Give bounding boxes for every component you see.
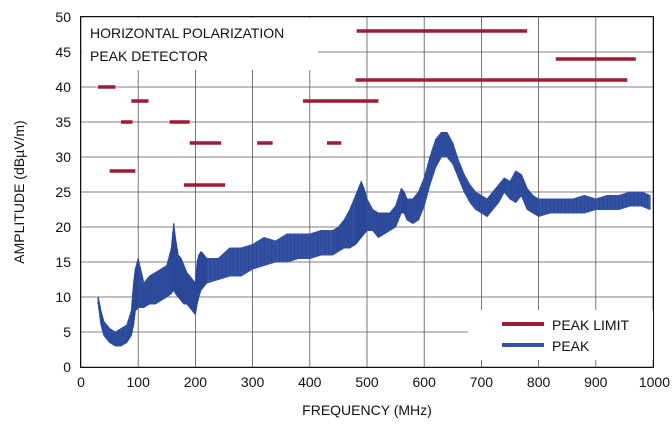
legend-label-peak: PEAK	[552, 338, 590, 354]
x-tick-label: 300	[241, 374, 265, 390]
series-peak-limit	[98, 29, 636, 187]
y-tick-label: 20	[55, 219, 71, 235]
y-tick-labels: 0 5 10 15 20 25 30 35 40 45 50	[55, 9, 71, 375]
y-tick-label: 40	[55, 79, 71, 95]
y-tick-label: 25	[55, 184, 71, 200]
x-tick-label: 1000	[639, 374, 670, 390]
y-tick-label: 30	[55, 149, 71, 165]
y-tick-label: 5	[63, 324, 71, 340]
plot-frame	[80, 16, 654, 368]
annotation-box	[82, 18, 318, 70]
x-tick-label: 900	[584, 374, 608, 390]
x-tick-label: 700	[470, 374, 494, 390]
series-peak	[97, 132, 651, 347]
y-tick-label: 50	[55, 9, 71, 25]
y-tick-label: 0	[63, 359, 71, 375]
y-tick-label: 10	[55, 289, 71, 305]
annotation-line-2: PEAK DETECTOR	[90, 48, 208, 64]
y-axis-label: AMPLITUDE (dBµV/m)	[11, 120, 27, 263]
legend-label-peak-limit: PEAK LIMIT	[552, 317, 629, 333]
legend-box	[468, 310, 654, 360]
x-tick-label: 600	[413, 374, 437, 390]
x-tick-label: 400	[298, 374, 322, 390]
x-axis-label: FREQUENCY (MHz)	[302, 402, 432, 418]
y-tick-label: 45	[55, 44, 71, 60]
x-tick-labels: 0 100 200 300 400 500 600 700 800 900 1000	[77, 374, 670, 390]
x-tick-label: 800	[527, 374, 551, 390]
x-tick-label: 200	[184, 374, 208, 390]
annotation-line-1: HORIZONTAL POLARIZATION	[90, 25, 284, 41]
x-tick-label: 500	[355, 374, 379, 390]
y-tick-label: 15	[55, 254, 71, 270]
x-tick-label: 0	[77, 374, 85, 390]
y-tick-label: 35	[55, 114, 71, 130]
x-tick-label: 100	[127, 374, 151, 390]
